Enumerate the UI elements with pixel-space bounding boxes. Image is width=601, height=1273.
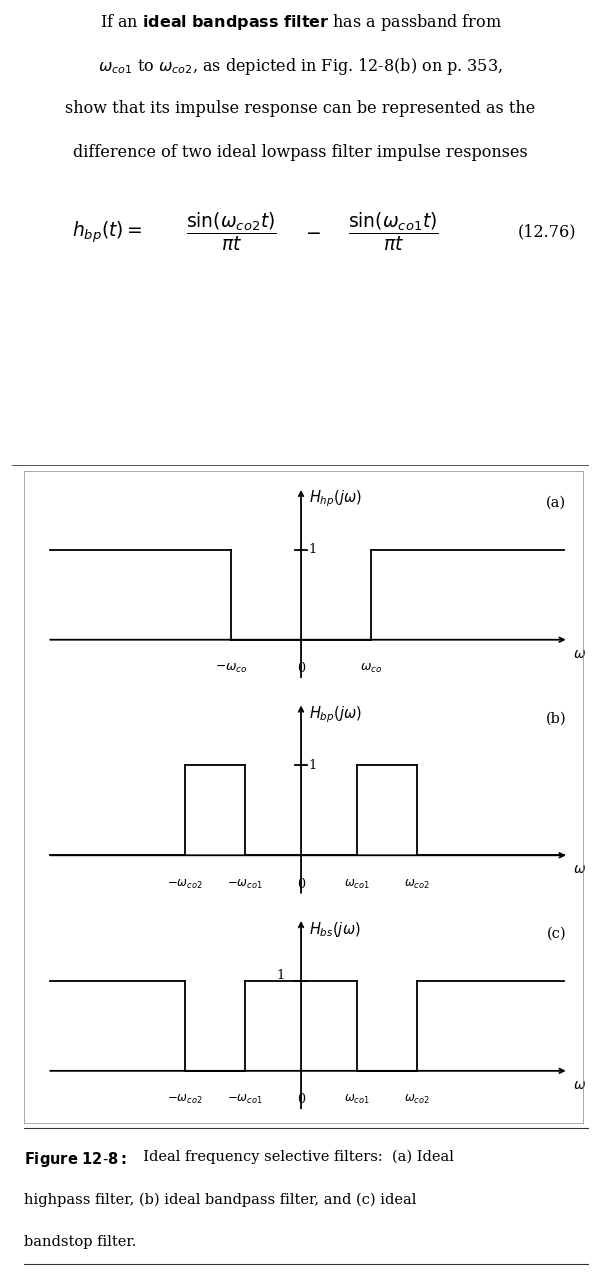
Text: $h_{bp}(t) =$: $h_{bp}(t) =$ [72, 219, 142, 246]
Text: $H_{bp}(j\omega)$: $H_{bp}(j\omega)$ [310, 704, 362, 726]
Text: $H_{bs}(j\omega)$: $H_{bs}(j\omega)$ [310, 920, 361, 939]
Text: $H_{hp}(j\omega)$: $H_{hp}(j\omega)$ [310, 489, 362, 509]
Text: $-\omega_{co2}$: $-\omega_{co2}$ [167, 1094, 203, 1106]
Text: difference of two ideal lowpass filter impulse responses: difference of two ideal lowpass filter i… [73, 144, 528, 162]
Text: 0: 0 [297, 878, 305, 891]
Text: $\omega_{co1}$: $\omega_{co1}$ [344, 878, 370, 891]
Text: 1: 1 [308, 544, 316, 556]
Text: (b): (b) [546, 712, 566, 726]
Text: $\mathbf{Figure\ 12\text{-}8:}$: $\mathbf{Figure\ 12\text{-}8:}$ [24, 1150, 127, 1169]
Text: 0: 0 [297, 1094, 305, 1106]
Text: show that its impulse response can be represented as the: show that its impulse response can be re… [66, 99, 535, 117]
Text: $-\omega_{co2}$: $-\omega_{co2}$ [167, 878, 203, 891]
Text: $\omega_{co}$: $\omega_{co}$ [360, 662, 382, 675]
Text: $-$: $-$ [305, 223, 320, 242]
Text: 1: 1 [308, 759, 316, 771]
Text: Ideal frequency selective filters:  (a) Ideal: Ideal frequency selective filters: (a) I… [134, 1150, 454, 1164]
Text: $\dfrac{\sin(\omega_{co1}t)}{\pi t}$: $\dfrac{\sin(\omega_{co1}t)}{\pi t}$ [349, 211, 439, 253]
Text: (12.76): (12.76) [517, 224, 576, 241]
Text: $\omega_{co1}$: $\omega_{co1}$ [344, 1094, 370, 1106]
Text: $-\omega_{co1}$: $-\omega_{co1}$ [227, 1094, 263, 1106]
Text: $-\omega_{co1}$: $-\omega_{co1}$ [227, 878, 263, 891]
Text: If an $\mathbf{ideal\ bandpass\ filter}$ has a passband from: If an $\mathbf{ideal\ bandpass\ filter}$… [100, 11, 501, 33]
Text: 1: 1 [276, 969, 285, 983]
Text: (a): (a) [546, 496, 566, 510]
Text: 0: 0 [297, 662, 305, 675]
Text: $\omega_{co2}$: $\omega_{co2}$ [404, 878, 430, 891]
Text: bandstop filter.: bandstop filter. [24, 1235, 136, 1249]
Text: highpass filter, (b) ideal bandpass filter, and (c) ideal: highpass filter, (b) ideal bandpass filt… [24, 1193, 416, 1207]
Text: (c): (c) [547, 927, 566, 941]
Text: $\omega_{co1}$ to $\omega_{co2}$, as depicted in Fig. 12-8(b) on p. 353,: $\omega_{co1}$ to $\omega_{co2}$, as dep… [98, 56, 503, 76]
Text: $\omega$: $\omega$ [573, 647, 587, 661]
Text: $\omega$: $\omega$ [573, 1078, 587, 1092]
Text: $\omega$: $\omega$ [573, 863, 587, 877]
Text: $\omega_{co2}$: $\omega_{co2}$ [404, 1094, 430, 1106]
Text: $\dfrac{\sin(\omega_{co2}t)}{\pi t}$: $\dfrac{\sin(\omega_{co2}t)}{\pi t}$ [186, 211, 276, 253]
Text: $-\omega_{co}$: $-\omega_{co}$ [215, 662, 248, 675]
